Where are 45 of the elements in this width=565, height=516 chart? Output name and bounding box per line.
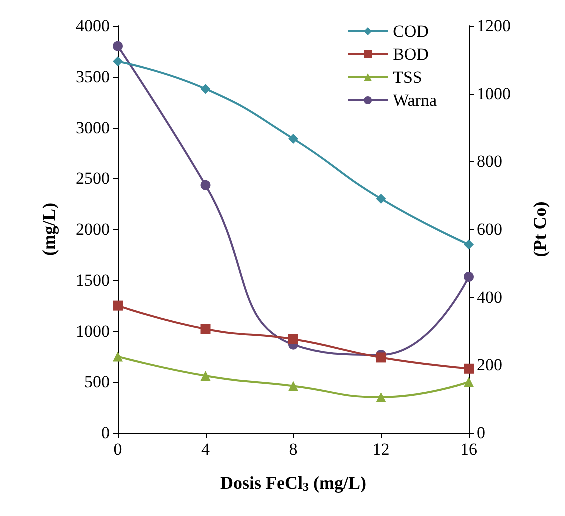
y2-tick-label: 800 xyxy=(477,152,502,172)
legend-label: BOD xyxy=(393,45,429,64)
point xyxy=(200,84,211,94)
point xyxy=(464,272,474,282)
y2-tick-label: 200 xyxy=(477,356,502,375)
y-tick-label: 1500 xyxy=(76,270,110,290)
point xyxy=(113,352,123,362)
y2-axis-title: (Pt Co) xyxy=(530,202,550,258)
y-tick-label: 1000 xyxy=(76,322,110,341)
y-tick-label: 2500 xyxy=(76,169,110,188)
legend-label: Warna xyxy=(393,91,438,110)
point xyxy=(113,300,123,311)
x-tick-label: 8 xyxy=(289,440,298,459)
y2-tick-label: 400 xyxy=(477,288,502,307)
legend-label: COD xyxy=(393,22,429,41)
point xyxy=(113,41,123,52)
point xyxy=(376,392,386,402)
y-axis-title: (mg/L) xyxy=(39,203,59,256)
y-tick-label: 3500 xyxy=(76,67,110,86)
y-tick-label: 500 xyxy=(84,372,110,392)
point xyxy=(200,371,211,382)
y-tick-label: 0 xyxy=(102,424,110,442)
x-tick-label: 0 xyxy=(114,440,122,459)
y2-tick-label: 600 xyxy=(477,220,502,239)
x-tick-label: 12 xyxy=(372,440,390,459)
point xyxy=(376,194,386,204)
y-tick-label: 2000 xyxy=(76,220,110,239)
y-tick-label: 3000 xyxy=(76,118,110,138)
y-tick-label: 4000 xyxy=(76,16,110,36)
y2-tick-label: 1200 xyxy=(477,16,511,36)
x-tick-label: 4 xyxy=(202,440,210,459)
point xyxy=(288,334,298,344)
point xyxy=(464,240,474,250)
y2-tick-label: 1000 xyxy=(477,84,511,104)
x-tick-label: 16 xyxy=(460,440,478,459)
point xyxy=(464,377,474,388)
point xyxy=(200,324,211,334)
point xyxy=(376,352,386,363)
point xyxy=(464,364,474,374)
point xyxy=(113,56,123,67)
point xyxy=(288,381,298,392)
y2-tick-label: 0 xyxy=(477,424,486,442)
legend-label: TSS xyxy=(393,68,422,87)
point xyxy=(200,180,211,190)
point xyxy=(288,134,298,144)
